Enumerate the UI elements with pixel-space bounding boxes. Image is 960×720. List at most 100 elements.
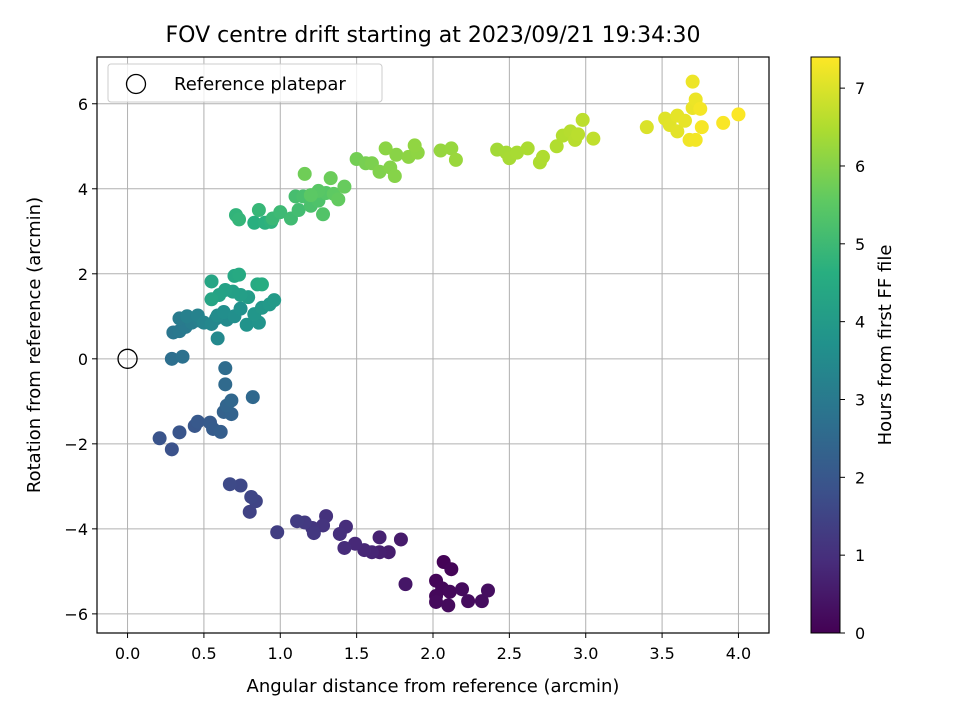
data-point	[444, 141, 459, 156]
x-tick-label: 3.5	[649, 644, 674, 663]
data-point	[233, 478, 248, 493]
data-point	[244, 489, 259, 504]
data-point	[441, 598, 456, 613]
data-point	[175, 349, 190, 364]
data-point	[393, 532, 408, 547]
data-point	[389, 147, 404, 162]
chart-title: FOV centre drift starting at 2023/09/21 …	[166, 23, 701, 48]
data-point	[480, 583, 495, 598]
grid-lines	[97, 57, 769, 633]
data-point	[688, 132, 703, 147]
colorbar-tick-label: 6	[855, 157, 865, 176]
data-point	[247, 215, 262, 230]
data-point	[693, 101, 708, 116]
data-point	[549, 139, 564, 154]
data-point	[444, 562, 459, 577]
data-point	[218, 377, 233, 392]
data-point	[232, 267, 247, 282]
y-tick-label: 4	[78, 180, 88, 199]
data-point	[332, 526, 347, 541]
data-point	[232, 212, 247, 227]
data-point	[331, 192, 346, 207]
colorbar: 0 1 2 3 4 5 6 7 Hours from first FF file	[810, 56, 896, 643]
data-point	[586, 131, 601, 146]
x-tick-label: 1.0	[268, 644, 293, 663]
x-axis-label: Angular distance from reference (arcmin)	[247, 676, 620, 697]
data-point	[213, 424, 228, 439]
x-tick-label: 2.0	[420, 644, 445, 663]
data-point	[433, 143, 448, 158]
data-point	[164, 442, 179, 457]
legend-reference-label: Reference platepar	[174, 74, 346, 95]
data-point	[210, 331, 225, 346]
legend-reference-marker	[125, 73, 147, 95]
data-point	[639, 120, 654, 135]
data-point	[323, 171, 338, 186]
legend-box	[107, 63, 383, 103]
colorbar-gradient	[810, 56, 841, 634]
y-tick-label: −2	[64, 435, 88, 454]
data-point	[251, 203, 266, 218]
y-tick-label: −4	[64, 520, 88, 539]
y-axis-ticks: −6 −4 −2 0 2 4 6	[64, 95, 97, 624]
data-point	[575, 112, 590, 127]
data-point	[233, 301, 248, 316]
data-point	[242, 504, 257, 519]
x-axis-ticks: 0.0 0.5 1.0 1.5 2.0 2.5 3.0 3.5 4.0	[115, 633, 751, 663]
data-point	[535, 149, 550, 164]
data-point	[204, 274, 219, 289]
data-point	[387, 169, 402, 184]
data-point	[520, 141, 535, 156]
data-point	[218, 361, 233, 376]
x-tick-label: 0.0	[115, 644, 140, 663]
x-tick-label: 0.5	[191, 644, 216, 663]
data-point	[348, 536, 363, 551]
data-point	[216, 305, 231, 320]
x-tick-label: 1.5	[344, 644, 369, 663]
data-point	[372, 164, 387, 179]
data-point	[267, 293, 282, 308]
colorbar-tick-label: 5	[855, 235, 865, 254]
data-point	[245, 390, 260, 405]
data-point	[685, 74, 700, 89]
data-point	[694, 120, 709, 135]
data-point	[510, 145, 524, 160]
data-point	[291, 203, 306, 218]
colorbar-tick-label: 2	[855, 468, 865, 487]
x-tick-label: 2.5	[497, 644, 522, 663]
data-point	[152, 431, 167, 446]
x-tick-label: 3.0	[573, 644, 598, 663]
data-point	[337, 540, 352, 555]
data-point	[670, 124, 685, 139]
data-point	[474, 594, 489, 609]
data-point	[273, 205, 288, 220]
colorbar-tick-label: 0	[855, 624, 865, 643]
data-point	[442, 584, 457, 599]
data-point	[222, 477, 237, 492]
y-tick-label: 6	[78, 95, 88, 114]
data-point	[571, 127, 586, 142]
data-point	[303, 188, 318, 203]
data-point	[716, 115, 731, 130]
data-point	[204, 292, 219, 307]
colorbar-tick-label: 1	[855, 546, 865, 565]
data-point	[306, 526, 321, 541]
y-axis-label: Rotation from reference (arcmin)	[24, 197, 45, 493]
data-point	[316, 207, 331, 222]
data-point	[461, 594, 476, 609]
data-point	[429, 594, 444, 609]
data-point	[190, 414, 205, 429]
legend: Reference platepar	[107, 63, 383, 103]
data-point	[337, 179, 352, 194]
colorbar-label: Hours from first FF file	[875, 245, 896, 446]
data-point	[172, 425, 187, 440]
data-points	[117, 74, 746, 613]
data-point	[678, 113, 692, 128]
data-point	[372, 530, 387, 545]
data-point	[180, 309, 195, 324]
data-point	[297, 166, 312, 181]
colorbar-tick-label: 7	[855, 79, 865, 98]
colorbar-ticks: 0 1 2 3 4 5 6 7	[840, 79, 865, 643]
y-tick-label: −6	[64, 605, 88, 624]
